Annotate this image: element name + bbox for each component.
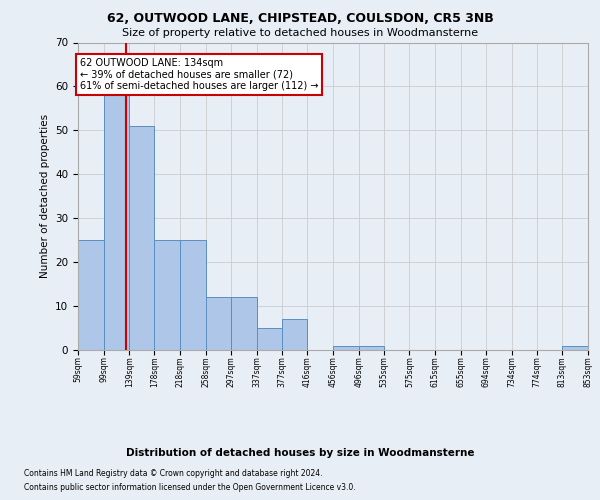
Bar <box>104 95 130 350</box>
Bar <box>206 298 231 350</box>
Bar <box>257 328 282 350</box>
Text: 62 OUTWOOD LANE: 134sqm
← 39% of detached houses are smaller (72)
61% of semi-de: 62 OUTWOOD LANE: 134sqm ← 39% of detache… <box>80 58 319 91</box>
Y-axis label: Number of detached properties: Number of detached properties <box>40 114 50 278</box>
Bar <box>154 240 180 350</box>
Bar <box>333 346 359 350</box>
Text: Contains HM Land Registry data © Crown copyright and database right 2024.: Contains HM Land Registry data © Crown c… <box>24 468 323 477</box>
Text: Contains public sector information licensed under the Open Government Licence v3: Contains public sector information licen… <box>24 484 356 492</box>
Text: Size of property relative to detached houses in Woodmansterne: Size of property relative to detached ho… <box>122 28 478 38</box>
Text: Distribution of detached houses by size in Woodmansterne: Distribution of detached houses by size … <box>126 448 474 458</box>
Bar <box>180 240 206 350</box>
Bar <box>282 319 307 350</box>
Bar <box>78 240 104 350</box>
Bar <box>359 346 384 350</box>
Bar <box>231 298 257 350</box>
Bar <box>130 126 154 350</box>
Bar <box>562 346 588 350</box>
Text: 62, OUTWOOD LANE, CHIPSTEAD, COULSDON, CR5 3NB: 62, OUTWOOD LANE, CHIPSTEAD, COULSDON, C… <box>107 12 493 26</box>
